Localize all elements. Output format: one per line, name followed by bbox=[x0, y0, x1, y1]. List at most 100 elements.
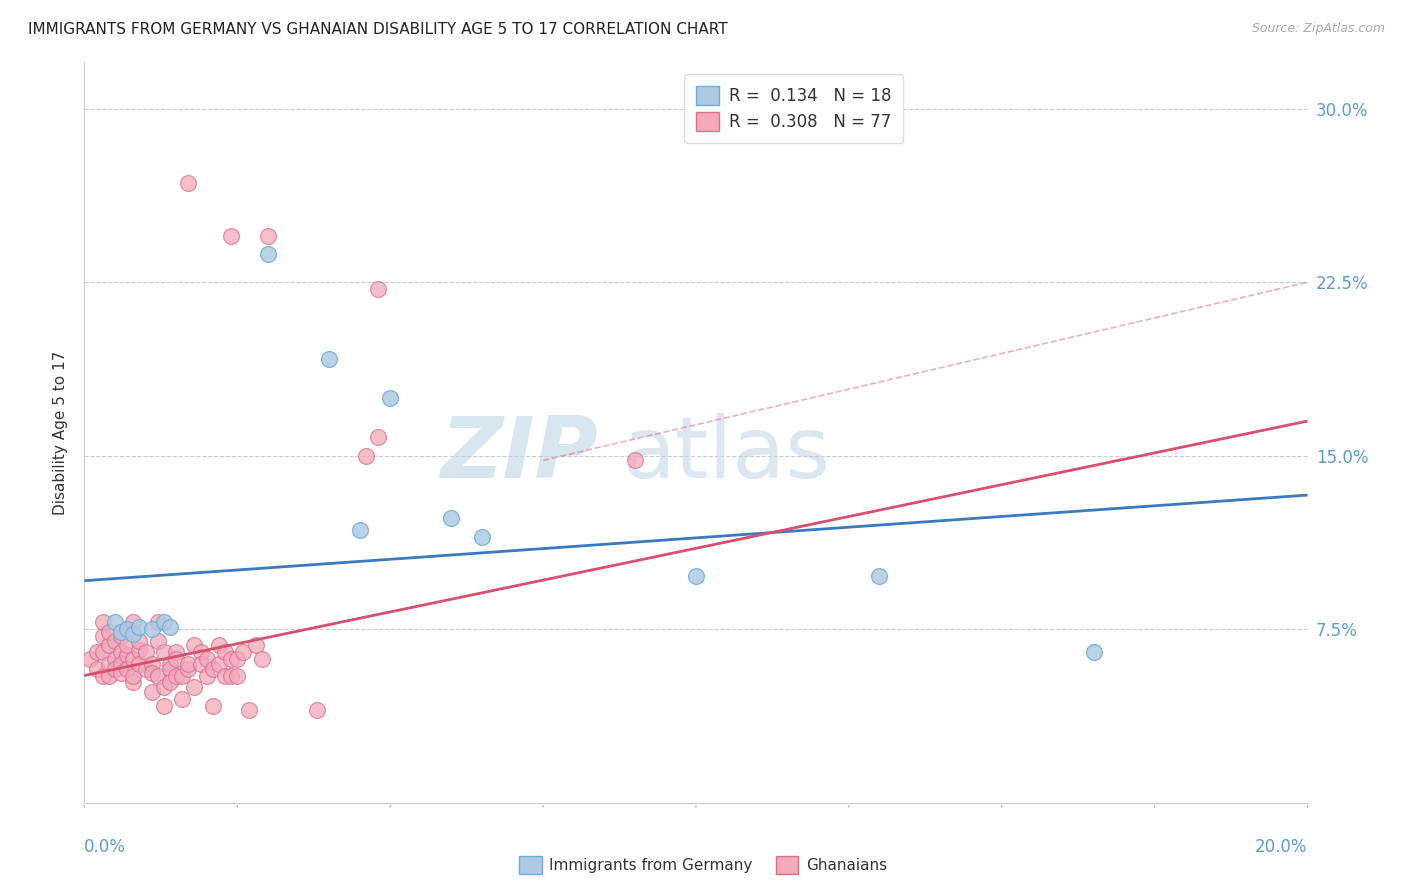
Point bbox=[141, 685, 163, 699]
Point bbox=[214, 668, 236, 682]
Point bbox=[115, 622, 138, 636]
Point bbox=[226, 652, 249, 666]
Point bbox=[141, 622, 163, 636]
Point bbox=[245, 639, 267, 653]
Point bbox=[115, 662, 138, 676]
Point bbox=[159, 657, 181, 671]
Point bbox=[208, 639, 231, 653]
Point bbox=[128, 643, 150, 657]
Point bbox=[115, 648, 138, 662]
Point bbox=[165, 652, 187, 666]
Point bbox=[91, 615, 114, 630]
Point bbox=[97, 639, 120, 653]
Point bbox=[128, 657, 150, 671]
Point bbox=[257, 247, 280, 261]
Point bbox=[122, 668, 145, 682]
Point bbox=[97, 668, 120, 682]
Point bbox=[141, 657, 163, 671]
Point bbox=[159, 662, 181, 676]
Point bbox=[183, 680, 205, 694]
Point bbox=[869, 569, 891, 583]
Point bbox=[177, 657, 200, 671]
Point bbox=[159, 675, 181, 690]
Point bbox=[86, 645, 108, 659]
Point bbox=[128, 633, 150, 648]
Point bbox=[110, 624, 132, 639]
Point bbox=[115, 622, 138, 636]
Point bbox=[153, 680, 176, 694]
Point bbox=[208, 657, 231, 671]
Text: atlas: atlas bbox=[623, 413, 831, 496]
Point bbox=[195, 668, 218, 682]
Point bbox=[110, 666, 132, 681]
Point bbox=[219, 652, 242, 666]
Point bbox=[165, 668, 187, 682]
Point bbox=[172, 691, 194, 706]
Point bbox=[97, 624, 120, 639]
Point bbox=[226, 668, 249, 682]
Point bbox=[86, 662, 108, 676]
Text: IMMIGRANTS FROM GERMANY VS GHANAIAN DISABILITY AGE 5 TO 17 CORRELATION CHART: IMMIGRANTS FROM GERMANY VS GHANAIAN DISA… bbox=[28, 22, 728, 37]
Point bbox=[128, 620, 150, 634]
Point bbox=[250, 652, 273, 666]
Point bbox=[201, 662, 224, 676]
Point bbox=[146, 633, 169, 648]
Point bbox=[172, 668, 194, 682]
Point bbox=[1083, 645, 1105, 659]
Point bbox=[195, 652, 218, 666]
Point bbox=[305, 703, 328, 717]
Text: 0.0%: 0.0% bbox=[84, 838, 127, 856]
Point bbox=[232, 645, 254, 659]
Text: 20.0%: 20.0% bbox=[1256, 838, 1308, 856]
Point bbox=[153, 698, 176, 713]
Point bbox=[122, 652, 145, 666]
Point bbox=[146, 615, 169, 630]
Point bbox=[214, 645, 236, 659]
Point bbox=[257, 229, 280, 244]
Point bbox=[122, 675, 145, 690]
Legend: Immigrants from Germany, Ghanaians: Immigrants from Germany, Ghanaians bbox=[513, 850, 893, 880]
Point bbox=[354, 449, 377, 463]
Point bbox=[183, 639, 205, 653]
Point bbox=[440, 511, 463, 525]
Point bbox=[367, 430, 389, 444]
Point bbox=[380, 391, 402, 405]
Point bbox=[110, 657, 132, 671]
Y-axis label: Disability Age 5 to 17: Disability Age 5 to 17 bbox=[52, 351, 67, 515]
Point bbox=[177, 176, 200, 190]
Point bbox=[110, 629, 132, 643]
Legend: R =  0.134   N = 18, R =  0.308   N = 77: R = 0.134 N = 18, R = 0.308 N = 77 bbox=[685, 74, 904, 143]
Point bbox=[153, 645, 176, 659]
Text: Source: ZipAtlas.com: Source: ZipAtlas.com bbox=[1251, 22, 1385, 36]
Point bbox=[141, 666, 163, 681]
Point bbox=[165, 645, 187, 659]
Point bbox=[115, 639, 138, 653]
Point bbox=[79, 652, 101, 666]
Point bbox=[110, 645, 132, 659]
Point bbox=[219, 229, 242, 244]
Point bbox=[146, 668, 169, 682]
Point bbox=[91, 668, 114, 682]
Point bbox=[624, 453, 647, 467]
Point bbox=[177, 662, 200, 676]
Point bbox=[91, 629, 114, 643]
Point bbox=[219, 668, 242, 682]
Point bbox=[471, 530, 494, 544]
Point bbox=[135, 645, 157, 659]
Point bbox=[238, 703, 260, 717]
Point bbox=[104, 652, 127, 666]
Point bbox=[201, 698, 224, 713]
Text: ZIP: ZIP bbox=[440, 413, 598, 496]
Point bbox=[153, 615, 176, 630]
Point bbox=[104, 662, 127, 676]
Point bbox=[91, 645, 114, 659]
Point bbox=[349, 523, 371, 537]
Point bbox=[135, 662, 157, 676]
Point bbox=[190, 645, 212, 659]
Point bbox=[122, 615, 145, 630]
Point bbox=[159, 620, 181, 634]
Point bbox=[685, 569, 707, 583]
Point bbox=[122, 627, 145, 641]
Point bbox=[318, 351, 340, 366]
Point bbox=[104, 633, 127, 648]
